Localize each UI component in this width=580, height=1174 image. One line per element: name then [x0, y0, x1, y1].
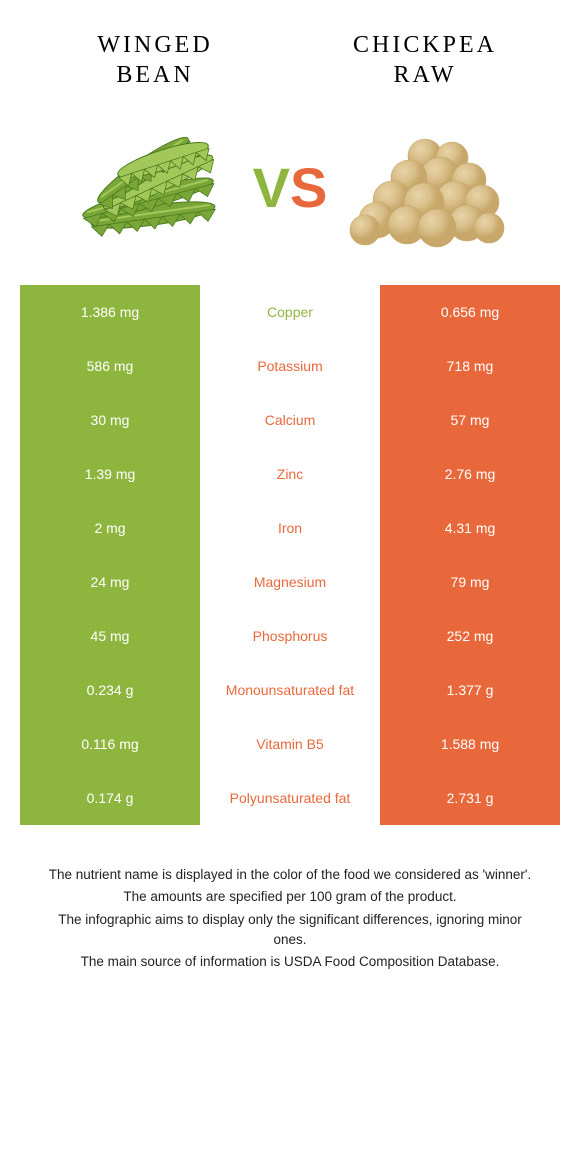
right-food-title: Chickpea raw — [325, 30, 525, 90]
left-value: 586 mg — [20, 339, 200, 393]
nutrient-name: Magnesium — [200, 555, 380, 609]
nutrient-name: Polyunsaturated fat — [200, 771, 380, 825]
left-value: 30 mg — [20, 393, 200, 447]
right-value: 57 mg — [380, 393, 560, 447]
left-value: 24 mg — [20, 555, 200, 609]
table-row: 24 mgMagnesium79 mg — [20, 555, 560, 609]
right-value: 1.588 mg — [380, 717, 560, 771]
left-value: 0.234 g — [20, 663, 200, 717]
winged-bean-image — [68, 120, 243, 255]
right-value: 2.76 mg — [380, 447, 560, 501]
table-row: 0.174 gPolyunsaturated fat2.731 g — [20, 771, 560, 825]
nutrient-name: Phosphorus — [200, 609, 380, 663]
chickpea-image — [337, 120, 512, 255]
vs-label: VS — [253, 155, 328, 220]
right-value: 79 mg — [380, 555, 560, 609]
right-value: 718 mg — [380, 339, 560, 393]
right-value: 1.377 g — [380, 663, 560, 717]
nutrient-name: Vitamin B5 — [200, 717, 380, 771]
footnotes: The nutrient name is displayed in the co… — [0, 825, 580, 972]
table-row: 1.386 mgCopper0.656 mg — [20, 285, 560, 339]
table-row: 45 mgPhosphorus252 mg — [20, 609, 560, 663]
nutrient-name: Potassium — [200, 339, 380, 393]
right-value: 2.731 g — [380, 771, 560, 825]
left-food-title: Winged bean — [55, 30, 255, 90]
table-row: 0.116 mgVitamin B51.588 mg — [20, 717, 560, 771]
left-value: 0.116 mg — [20, 717, 200, 771]
footnote-line: The amounts are specified per 100 gram o… — [40, 887, 540, 907]
table-row: 0.234 gMonounsaturated fat1.377 g — [20, 663, 560, 717]
right-value: 4.31 mg — [380, 501, 560, 555]
table-row: 1.39 mgZinc2.76 mg — [20, 447, 560, 501]
nutrient-name: Iron — [200, 501, 380, 555]
footnote-line: The main source of information is USDA F… — [40, 952, 540, 972]
table-row: 586 mgPotassium718 mg — [20, 339, 560, 393]
table-row: 2 mgIron4.31 mg — [20, 501, 560, 555]
nutrient-name: Zinc — [200, 447, 380, 501]
left-value: 1.39 mg — [20, 447, 200, 501]
nutrient-name: Copper — [200, 285, 380, 339]
footnote-line: The nutrient name is displayed in the co… — [40, 865, 540, 885]
nutrient-name: Monounsaturated fat — [200, 663, 380, 717]
right-value: 252 mg — [380, 609, 560, 663]
table-row: 30 mgCalcium57 mg — [20, 393, 560, 447]
left-value: 1.386 mg — [20, 285, 200, 339]
footnote-line: The infographic aims to display only the… — [40, 910, 540, 951]
left-value: 45 mg — [20, 609, 200, 663]
left-value: 0.174 g — [20, 771, 200, 825]
comparison-table: 1.386 mgCopper0.656 mg586 mgPotassium718… — [20, 285, 560, 825]
right-value: 0.656 mg — [380, 285, 560, 339]
nutrient-name: Calcium — [200, 393, 380, 447]
left-value: 2 mg — [20, 501, 200, 555]
